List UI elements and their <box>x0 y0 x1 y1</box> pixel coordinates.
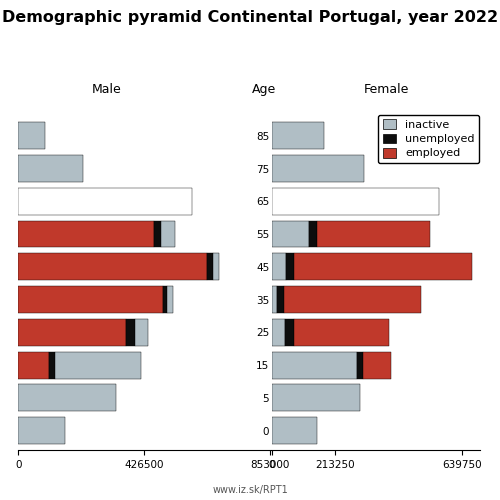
Bar <box>18 319 126 346</box>
Bar <box>163 286 168 313</box>
Bar <box>135 319 148 346</box>
Bar <box>294 254 472 280</box>
Text: Age: Age <box>252 83 276 96</box>
Bar <box>272 254 286 280</box>
Text: Demographic pyramid Continental Portugal, year 2022: Demographic pyramid Continental Portugal… <box>2 10 498 25</box>
Text: www.iz.sk/RPT1: www.iz.sk/RPT1 <box>212 485 288 495</box>
Bar <box>18 417 66 444</box>
Bar <box>272 417 316 444</box>
Bar <box>272 286 278 313</box>
Bar <box>55 352 140 378</box>
Bar <box>363 352 391 378</box>
Bar <box>272 188 438 214</box>
Bar <box>272 122 324 149</box>
Bar <box>18 384 116 411</box>
Bar <box>272 352 357 378</box>
Bar <box>278 286 284 313</box>
Bar <box>162 220 174 248</box>
Text: Female: Female <box>364 83 409 96</box>
Bar <box>286 319 294 346</box>
Bar <box>272 155 364 182</box>
Bar <box>207 254 213 280</box>
Bar <box>18 155 83 182</box>
Bar <box>18 352 49 378</box>
Bar <box>213 254 219 280</box>
Bar <box>18 188 193 214</box>
Bar <box>286 254 294 280</box>
Bar <box>309 220 316 248</box>
Legend: inactive, unemployed, employed: inactive, unemployed, employed <box>378 115 479 163</box>
Bar <box>272 384 360 411</box>
Bar <box>18 286 163 313</box>
Bar <box>154 220 162 248</box>
Bar <box>18 122 45 149</box>
Bar <box>294 319 389 346</box>
Bar <box>18 220 154 248</box>
Bar <box>357 352 363 378</box>
Bar <box>49 352 55 378</box>
Bar <box>168 286 173 313</box>
Bar <box>284 286 420 313</box>
Bar <box>272 220 309 248</box>
Bar <box>126 319 135 346</box>
Bar <box>272 319 285 346</box>
Bar <box>316 220 430 248</box>
Text: Male: Male <box>92 83 122 96</box>
Bar <box>18 254 207 280</box>
